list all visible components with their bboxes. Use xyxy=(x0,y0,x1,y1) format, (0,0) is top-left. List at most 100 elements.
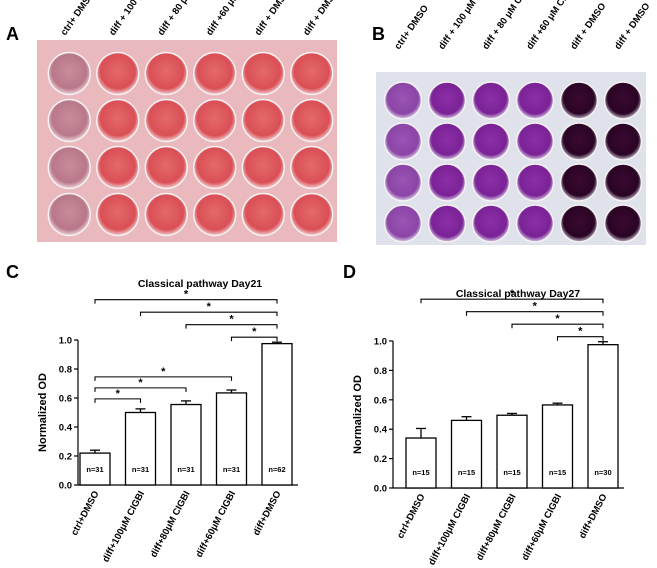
column-label: diff + DMSO xyxy=(253,0,293,38)
well xyxy=(47,51,91,96)
well xyxy=(241,51,285,96)
well xyxy=(193,51,237,96)
well xyxy=(241,98,285,143)
bar xyxy=(79,452,111,486)
well xyxy=(559,163,599,202)
well xyxy=(47,145,91,190)
bar xyxy=(450,419,483,489)
well xyxy=(471,81,511,120)
x-tick-label: ctrl+DMSO xyxy=(69,489,102,537)
well xyxy=(427,163,467,202)
y-tick-label: 0.0 xyxy=(59,481,72,492)
significance-label: * xyxy=(229,314,234,326)
y-tick-label: 0.8 xyxy=(59,365,72,376)
well xyxy=(603,122,643,161)
panel-label: D xyxy=(343,262,356,282)
well xyxy=(241,145,285,190)
well xyxy=(290,51,334,96)
panel-label: A xyxy=(6,24,19,44)
well xyxy=(383,81,423,120)
significance-bracket xyxy=(185,324,278,329)
significance-label: * xyxy=(116,388,121,400)
well xyxy=(96,51,140,96)
column-label: ctrl+ DMSO xyxy=(392,3,431,51)
column-label: diff + 80 μM CIGBI xyxy=(156,0,212,38)
y-tick-label: 0.8 xyxy=(374,366,387,377)
y-axis-label: Normalized OD xyxy=(37,373,49,452)
y-tick-label: 0.6 xyxy=(59,394,72,405)
significance-bracket xyxy=(139,311,278,317)
well xyxy=(144,192,188,237)
bar xyxy=(496,414,528,489)
well xyxy=(559,122,599,161)
y-tick-label: 0.2 xyxy=(374,454,387,465)
panel-label: C xyxy=(6,262,19,282)
x-tick-label: diff+100μM CIGBI xyxy=(100,489,147,564)
y-tick-label: 0.6 xyxy=(374,395,387,406)
significance-bracket xyxy=(420,298,604,304)
n-label: n=30 xyxy=(594,468,611,477)
significance-label: * xyxy=(207,301,212,313)
well xyxy=(515,163,555,202)
well xyxy=(96,98,140,143)
chart-title: Classical pathway Day21 xyxy=(138,278,262,290)
y-tick-label: 1.0 xyxy=(374,337,387,348)
n-label: n=15 xyxy=(549,468,566,477)
well xyxy=(383,122,423,161)
y-tick-label: 0.4 xyxy=(374,425,388,436)
significance-bracket xyxy=(94,376,233,381)
well xyxy=(193,192,237,237)
column-label: ctrl+ DMSO xyxy=(59,0,98,38)
significance-label: * xyxy=(510,288,515,300)
well xyxy=(290,98,334,143)
x-tick-label: diff+DMSO xyxy=(251,489,284,537)
well xyxy=(96,145,140,190)
x-tick-label: diff+60μM CIGBI xyxy=(194,489,238,559)
bar xyxy=(587,344,619,489)
well xyxy=(427,122,467,161)
significance-label: * xyxy=(555,313,560,325)
well xyxy=(515,204,555,243)
n-label: n=15 xyxy=(412,468,429,477)
bar xyxy=(215,392,248,486)
significance-bracket xyxy=(94,299,278,304)
column-label: diff + DMSO xyxy=(612,1,652,52)
bar xyxy=(261,342,293,486)
significance-label: * xyxy=(252,326,257,338)
column-label: diff + DMSO xyxy=(568,1,608,52)
well xyxy=(471,163,511,202)
well xyxy=(603,163,643,202)
well xyxy=(144,145,188,190)
well xyxy=(603,81,643,120)
well xyxy=(47,98,91,143)
x-tick-label: ctrl+DMSO xyxy=(395,492,428,540)
x-tick-label: diff+80μM CIGBI xyxy=(474,492,518,562)
significance-bracket xyxy=(556,336,604,341)
well xyxy=(96,192,140,237)
significance-bracket xyxy=(94,387,187,392)
n-label: n=62 xyxy=(268,465,285,474)
well xyxy=(290,192,334,237)
significance-label: * xyxy=(184,289,189,301)
well xyxy=(471,122,511,161)
significance-label: * xyxy=(161,366,166,378)
y-axis-label: Normalized OD xyxy=(352,375,364,454)
well xyxy=(193,145,237,190)
well xyxy=(47,192,91,237)
well xyxy=(471,204,511,243)
well xyxy=(603,204,643,243)
y-tick-label: 0.2 xyxy=(59,452,72,463)
well xyxy=(559,81,599,120)
significance-bracket xyxy=(230,336,278,342)
well xyxy=(193,98,237,143)
n-label: n=31 xyxy=(223,465,240,474)
column-label: diff + DMSO xyxy=(301,0,341,38)
well xyxy=(383,163,423,202)
well xyxy=(427,204,467,243)
bar xyxy=(124,411,157,486)
well xyxy=(144,98,188,143)
n-label: n=31 xyxy=(86,465,103,474)
well xyxy=(290,145,334,190)
